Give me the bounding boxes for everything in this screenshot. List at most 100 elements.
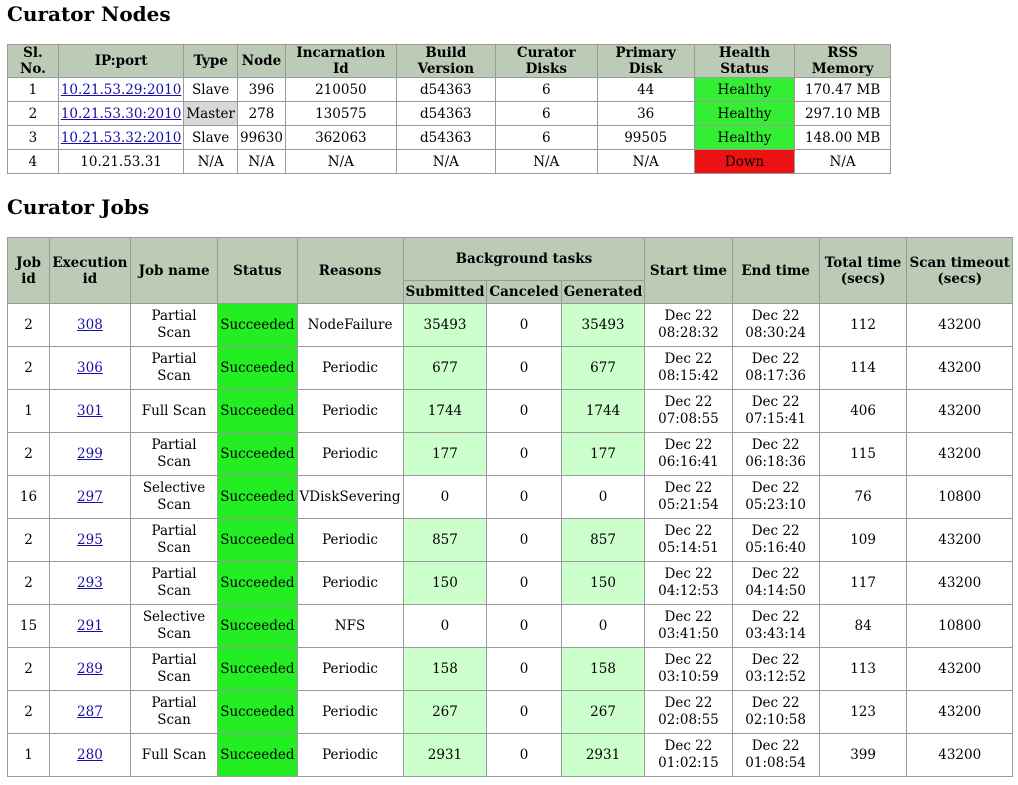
- end-date: Dec 22: [751, 652, 800, 668]
- job-status: Succeeded: [217, 389, 298, 433]
- job-id: 2: [7, 518, 50, 562]
- node-ip-port: 10.21.53.30:2010: [57, 101, 185, 126]
- curator-nodes-table: Sl. No. IP:port Type Node Incarnation Id Buil…: [7, 44, 891, 174]
- job-generated: 158: [560, 647, 646, 691]
- job-generated: 2931: [560, 733, 646, 777]
- job-status: Succeeded: [217, 475, 298, 519]
- start-clock: 05:14:51: [658, 540, 719, 556]
- job-id: 2: [7, 432, 50, 476]
- node-rss-memory: 148.00 MB: [794, 125, 891, 150]
- job-scan-timeout: 43200: [906, 561, 1013, 605]
- node-incarnation-id: N/A: [284, 149, 397, 174]
- execution-id-link[interactable]: 306: [77, 359, 103, 376]
- node-incarnation-id: 130575: [284, 101, 397, 126]
- start-clock: 08:28:32: [658, 325, 719, 341]
- end-date: Dec 22: [751, 351, 800, 367]
- node-incarnation-id: 210050: [284, 77, 397, 102]
- node-ip-link[interactable]: 10.21.53.30:2010: [60, 105, 182, 122]
- node-type: Master: [183, 101, 238, 126]
- job-reason: NodeFailure: [296, 303, 404, 347]
- execution-id-link[interactable]: 291: [77, 617, 103, 634]
- job-name: Partial Scan: [129, 690, 219, 734]
- node-build-version: d54363: [395, 125, 496, 150]
- col-job-name: Job name: [129, 237, 219, 304]
- start-date: Dec 22: [664, 308, 713, 324]
- start-date: Dec 22: [664, 566, 713, 582]
- node-incarnation-id: 362063: [284, 125, 397, 150]
- node-sl-no: 3: [7, 125, 59, 150]
- job-end-time: Dec 22 02:10:58: [731, 690, 820, 734]
- node-id: 99630: [237, 125, 286, 150]
- node-ip-link[interactable]: 10.21.53.29:2010: [60, 81, 182, 98]
- end-date: Dec 22: [751, 437, 800, 453]
- end-date: Dec 22: [751, 609, 800, 625]
- job-canceled: 0: [486, 690, 562, 734]
- start-date: Dec 22: [664, 394, 713, 410]
- job-row: 16 297 Selective Scan Succeeded VDiskSeverin…: [7, 475, 1013, 519]
- execution-id-link[interactable]: 293: [77, 574, 103, 591]
- job-submitted: 857: [402, 518, 488, 562]
- job-scan-timeout: 43200: [906, 303, 1013, 347]
- job-row: 2 289 Partial Scan Succeeded Periodic 158 0 158…: [7, 647, 1013, 691]
- node-ip-link[interactable]: 10.21.53.32:2010: [60, 129, 182, 146]
- start-date: Dec 22: [664, 652, 713, 668]
- end-clock: 02:10:58: [745, 712, 806, 728]
- col-total-time: Total time (secs): [818, 237, 908, 304]
- job-reason: Periodic: [296, 733, 404, 777]
- col-job-id: Job id: [7, 237, 50, 304]
- node-row: 2 10.21.53.30:2010 Master 278 130575 d54363 6 3…: [7, 101, 891, 126]
- job-start-time: Dec 22 02:08:55: [644, 690, 733, 734]
- job-canceled: 0: [486, 346, 562, 390]
- job-start-time: Dec 22 03:41:50: [644, 604, 733, 648]
- job-total-time: 76: [818, 475, 908, 519]
- job-id: 2: [7, 561, 50, 605]
- execution-id-link[interactable]: 280: [77, 746, 103, 763]
- end-clock: 08:30:24: [745, 325, 806, 341]
- jobs-header-row: Job id Execution id Job name Status Reas…: [7, 237, 1013, 304]
- start-date: Dec 22: [664, 351, 713, 367]
- node-id: 278: [237, 101, 286, 126]
- job-end-time: Dec 22 03:43:14: [731, 604, 820, 648]
- execution-id-link[interactable]: 299: [77, 445, 103, 462]
- job-total-time: 112: [818, 303, 908, 347]
- execution-id-link[interactable]: 287: [77, 703, 103, 720]
- job-reason: NFS: [296, 604, 404, 648]
- node-build-version: d54363: [395, 101, 496, 126]
- execution-id-link[interactable]: 301: [77, 402, 103, 419]
- job-row: 2 299 Partial Scan Succeeded Periodic 177 0 177…: [7, 432, 1013, 476]
- node-row: 1 10.21.53.29:2010 Slave 396 210050 d54363 6 44…: [7, 77, 891, 102]
- job-name: Partial Scan: [129, 303, 219, 347]
- job-name: Partial Scan: [129, 432, 219, 476]
- job-execution-id: 293: [48, 561, 131, 605]
- job-total-time: 113: [818, 647, 908, 691]
- job-start-time: Dec 22 05:21:54: [644, 475, 733, 519]
- job-status: Succeeded: [217, 733, 298, 777]
- execution-id-link[interactable]: 297: [77, 488, 103, 505]
- job-row: 2 308 Partial Scan Succeeded NodeFailure 3549…: [7, 303, 1013, 347]
- execution-id-link[interactable]: 289: [77, 660, 103, 677]
- execution-id-link[interactable]: 308: [77, 316, 103, 333]
- execution-id-link[interactable]: 295: [77, 531, 103, 548]
- job-start-time: Dec 22 04:12:53: [644, 561, 733, 605]
- job-id: 2: [7, 303, 50, 347]
- job-total-time: 115: [818, 432, 908, 476]
- start-date: Dec 22: [664, 695, 713, 711]
- start-date: Dec 22: [664, 523, 713, 539]
- node-build-version: N/A: [395, 149, 496, 174]
- node-primary-disk: 44: [596, 77, 695, 102]
- job-scan-timeout: 43200: [906, 690, 1013, 734]
- node-ip-port: 10.21.53.32:2010: [57, 125, 185, 150]
- job-submitted: 267: [402, 690, 488, 734]
- col-canceled: Canceled: [486, 280, 562, 304]
- end-date: Dec 22: [751, 394, 800, 410]
- end-clock: 03:12:52: [745, 669, 806, 685]
- job-submitted: 0: [402, 475, 488, 519]
- col-curator-disks: Curator Disks: [494, 44, 598, 78]
- job-reason: Periodic: [296, 647, 404, 691]
- node-type: Slave: [183, 77, 238, 102]
- job-scan-timeout: 43200: [906, 432, 1013, 476]
- job-generated: 177: [560, 432, 646, 476]
- end-date: Dec 22: [751, 695, 800, 711]
- job-canceled: 0: [486, 389, 562, 433]
- col-node: Node: [237, 44, 286, 78]
